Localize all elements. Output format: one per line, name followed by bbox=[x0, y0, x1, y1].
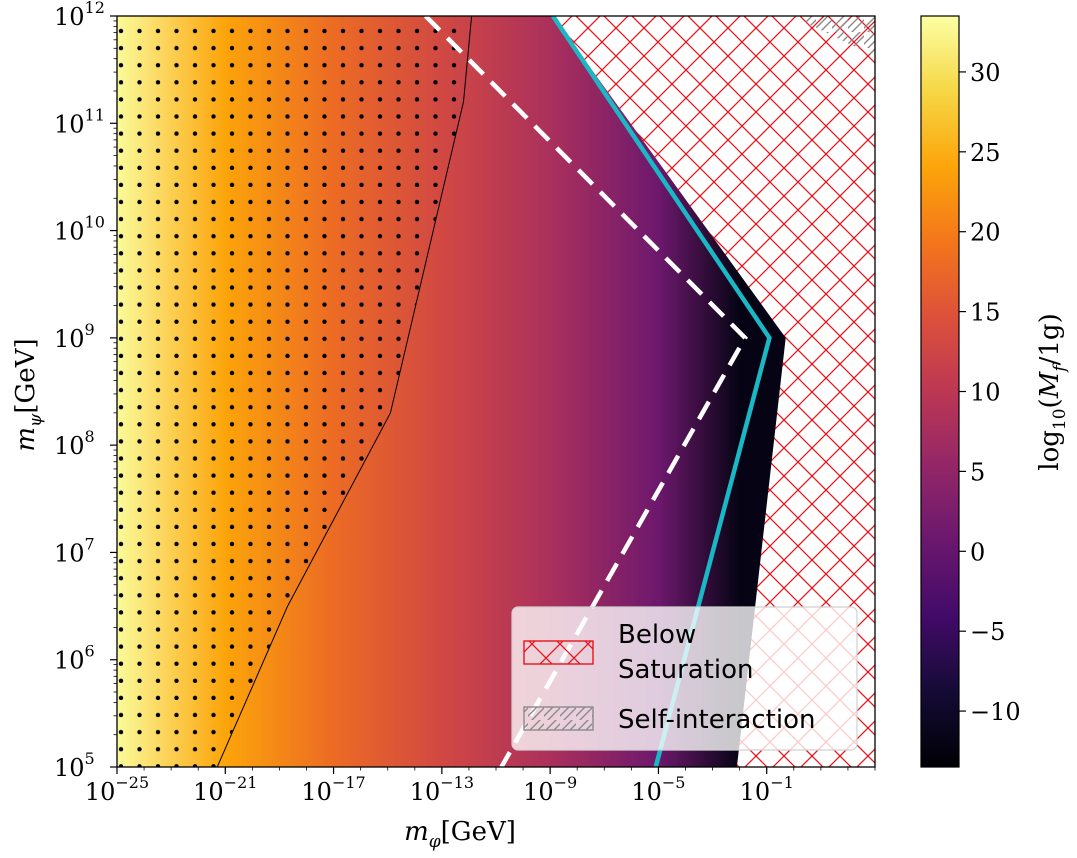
colorbar-tick-label: −10 bbox=[970, 698, 1021, 726]
colorbar bbox=[920, 15, 960, 768]
dotted-excluded-region bbox=[117, 16, 472, 767]
colorbar-tick-label: 15 bbox=[970, 299, 1001, 327]
x-tick-label: 10−9 bbox=[523, 773, 577, 806]
x-tick-exponent: −17 bbox=[332, 773, 366, 792]
y-tick-base: 10 bbox=[54, 539, 85, 567]
x-tick-base: 10 bbox=[85, 778, 116, 806]
legend-label-below-saturation-line2: Saturation bbox=[618, 655, 754, 685]
y-tick-base: 10 bbox=[54, 3, 85, 31]
y-tick-label: 108 bbox=[54, 427, 95, 460]
y-tick-base: 10 bbox=[54, 647, 85, 675]
colorbar-tick-label: 5 bbox=[970, 458, 985, 486]
x-tick-base: 10 bbox=[301, 778, 332, 806]
y-axis-title: mψ[GeV] bbox=[11, 338, 46, 451]
y-tick-label: 1010 bbox=[54, 213, 105, 246]
legend-label-self-interaction: Self-interaction bbox=[618, 705, 815, 735]
x-tick-base: 10 bbox=[193, 778, 224, 806]
x-tick-exponent: −13 bbox=[440, 773, 474, 792]
y-tick-label: 107 bbox=[54, 534, 95, 567]
x-tick-label: 10−25 bbox=[85, 773, 149, 806]
x-tick-base: 10 bbox=[740, 778, 771, 806]
x-tick-label: 10−17 bbox=[301, 773, 365, 806]
x-tick-exponent: −21 bbox=[224, 773, 258, 792]
self-interaction-region bbox=[792, 16, 875, 57]
colorbar-label: log10(Mf/1g) bbox=[1035, 313, 1070, 470]
y-tick-exponent: 9 bbox=[85, 320, 95, 339]
colorbar-ticks: 30 25 20 15 10 5 0 −5 −10 bbox=[959, 59, 1021, 726]
x-tick-base: 10 bbox=[631, 778, 662, 806]
dotted-region-boundary bbox=[216, 16, 473, 767]
y-tick-exponent: 6 bbox=[85, 642, 95, 661]
x-axis: 10−25 10−21 10−17 10−13 10−9 10−5 10−1 bbox=[85, 767, 876, 806]
y-tick-exponent: 12 bbox=[85, 0, 105, 17]
y-tick-exponent: 7 bbox=[85, 534, 95, 553]
y-tick-label: 109 bbox=[54, 320, 95, 353]
x-tick-base: 10 bbox=[523, 778, 554, 806]
y-tick-base: 10 bbox=[54, 325, 85, 353]
x-tick-label: 10−5 bbox=[631, 773, 685, 806]
y-tick-exponent: 5 bbox=[85, 749, 95, 768]
y-tick-exponent: 11 bbox=[85, 105, 105, 124]
y-tick-label: 105 bbox=[54, 749, 95, 782]
y-tick-base: 10 bbox=[54, 218, 85, 246]
colorbar-tick-label: 0 bbox=[970, 538, 985, 566]
y-tick-exponent: 8 bbox=[85, 427, 95, 446]
colorbar-tick-label: 10 bbox=[970, 379, 1001, 407]
y-tick-base: 10 bbox=[54, 432, 85, 460]
colorbar-tick-label: 20 bbox=[970, 219, 1001, 247]
y-tick-base: 10 bbox=[54, 754, 85, 782]
x-tick-base: 10 bbox=[410, 778, 441, 806]
y-tick-base: 10 bbox=[54, 110, 85, 138]
x-tick-label: 10−1 bbox=[740, 773, 794, 806]
y-tick-label: 1011 bbox=[54, 105, 105, 138]
x-tick-exponent: −25 bbox=[115, 773, 149, 792]
y-tick-label: 1012 bbox=[54, 0, 105, 31]
legend-swatch-self-interaction bbox=[523, 706, 594, 731]
colorbar-tick-label: 25 bbox=[970, 139, 1001, 167]
x-tick-exponent: −9 bbox=[554, 773, 578, 792]
x-axis-title: mφ[GeV] bbox=[404, 817, 516, 852]
x-tick-label: 10−13 bbox=[410, 773, 474, 806]
legend-label-below-saturation: Below Saturation bbox=[618, 620, 754, 685]
colorbar-tick-label: −5 bbox=[970, 618, 1005, 646]
legend-box bbox=[511, 606, 858, 751]
y-tick-exponent: 10 bbox=[85, 213, 105, 232]
colorbar-tick-label: 30 bbox=[970, 59, 1001, 87]
x-tick-label: 10−21 bbox=[193, 773, 257, 806]
legend-label-below-saturation-line1: Below bbox=[618, 620, 696, 650]
legend: Below Saturation Self-interaction bbox=[511, 606, 858, 751]
legend-swatch-below-saturation bbox=[523, 640, 594, 665]
x-tick-exponent: −1 bbox=[770, 773, 794, 792]
y-tick-label: 106 bbox=[54, 642, 95, 675]
x-tick-exponent: −5 bbox=[662, 773, 686, 792]
